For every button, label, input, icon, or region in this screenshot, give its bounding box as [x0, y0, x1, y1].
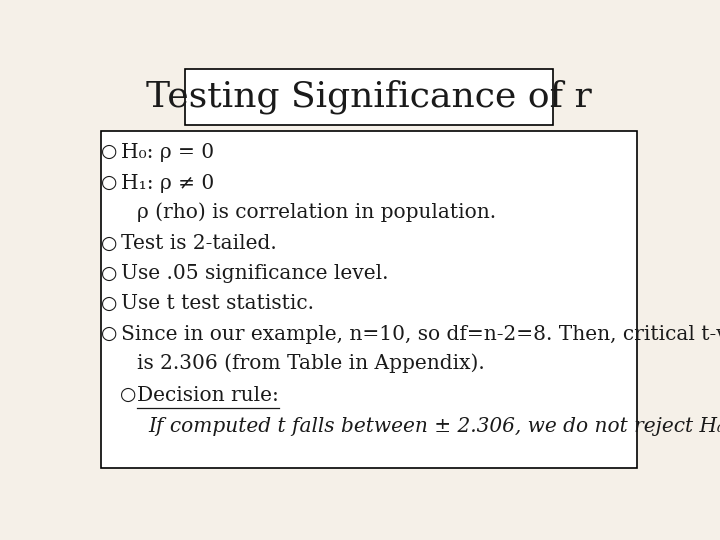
Text: H₀: ρ = 0: H₀: ρ = 0 [121, 143, 214, 161]
Text: ○: ○ [102, 174, 117, 192]
Text: ○: ○ [102, 325, 117, 343]
Text: ○: ○ [102, 295, 117, 313]
Text: ○: ○ [120, 386, 136, 404]
Text: ○: ○ [102, 234, 117, 253]
Text: H₁: ρ ≠ 0: H₁: ρ ≠ 0 [121, 174, 214, 193]
Text: Since in our example, n=10, so df=n-2=8. Then, critical t-value: Since in our example, n=10, so df=n-2=8.… [121, 325, 720, 344]
Text: ρ (rho) is correlation in population.: ρ (rho) is correlation in population. [138, 202, 497, 222]
Text: Test is 2-tailed.: Test is 2-tailed. [121, 234, 276, 253]
Text: ○: ○ [102, 265, 117, 282]
Text: Testing Significance of r: Testing Significance of r [146, 80, 592, 114]
Text: Decision rule:: Decision rule: [138, 386, 279, 405]
Text: ○: ○ [102, 143, 117, 161]
Text: Use t test statistic.: Use t test statistic. [121, 294, 314, 313]
FancyBboxPatch shape [101, 131, 637, 468]
Text: If computed t falls between ± 2.306, we do not reject H₀: If computed t falls between ± 2.306, we … [148, 417, 720, 436]
FancyBboxPatch shape [185, 69, 553, 125]
Text: is 2.306 (from Table in Appendix).: is 2.306 (from Table in Appendix). [138, 354, 485, 373]
Text: Use .05 significance level.: Use .05 significance level. [121, 264, 388, 283]
